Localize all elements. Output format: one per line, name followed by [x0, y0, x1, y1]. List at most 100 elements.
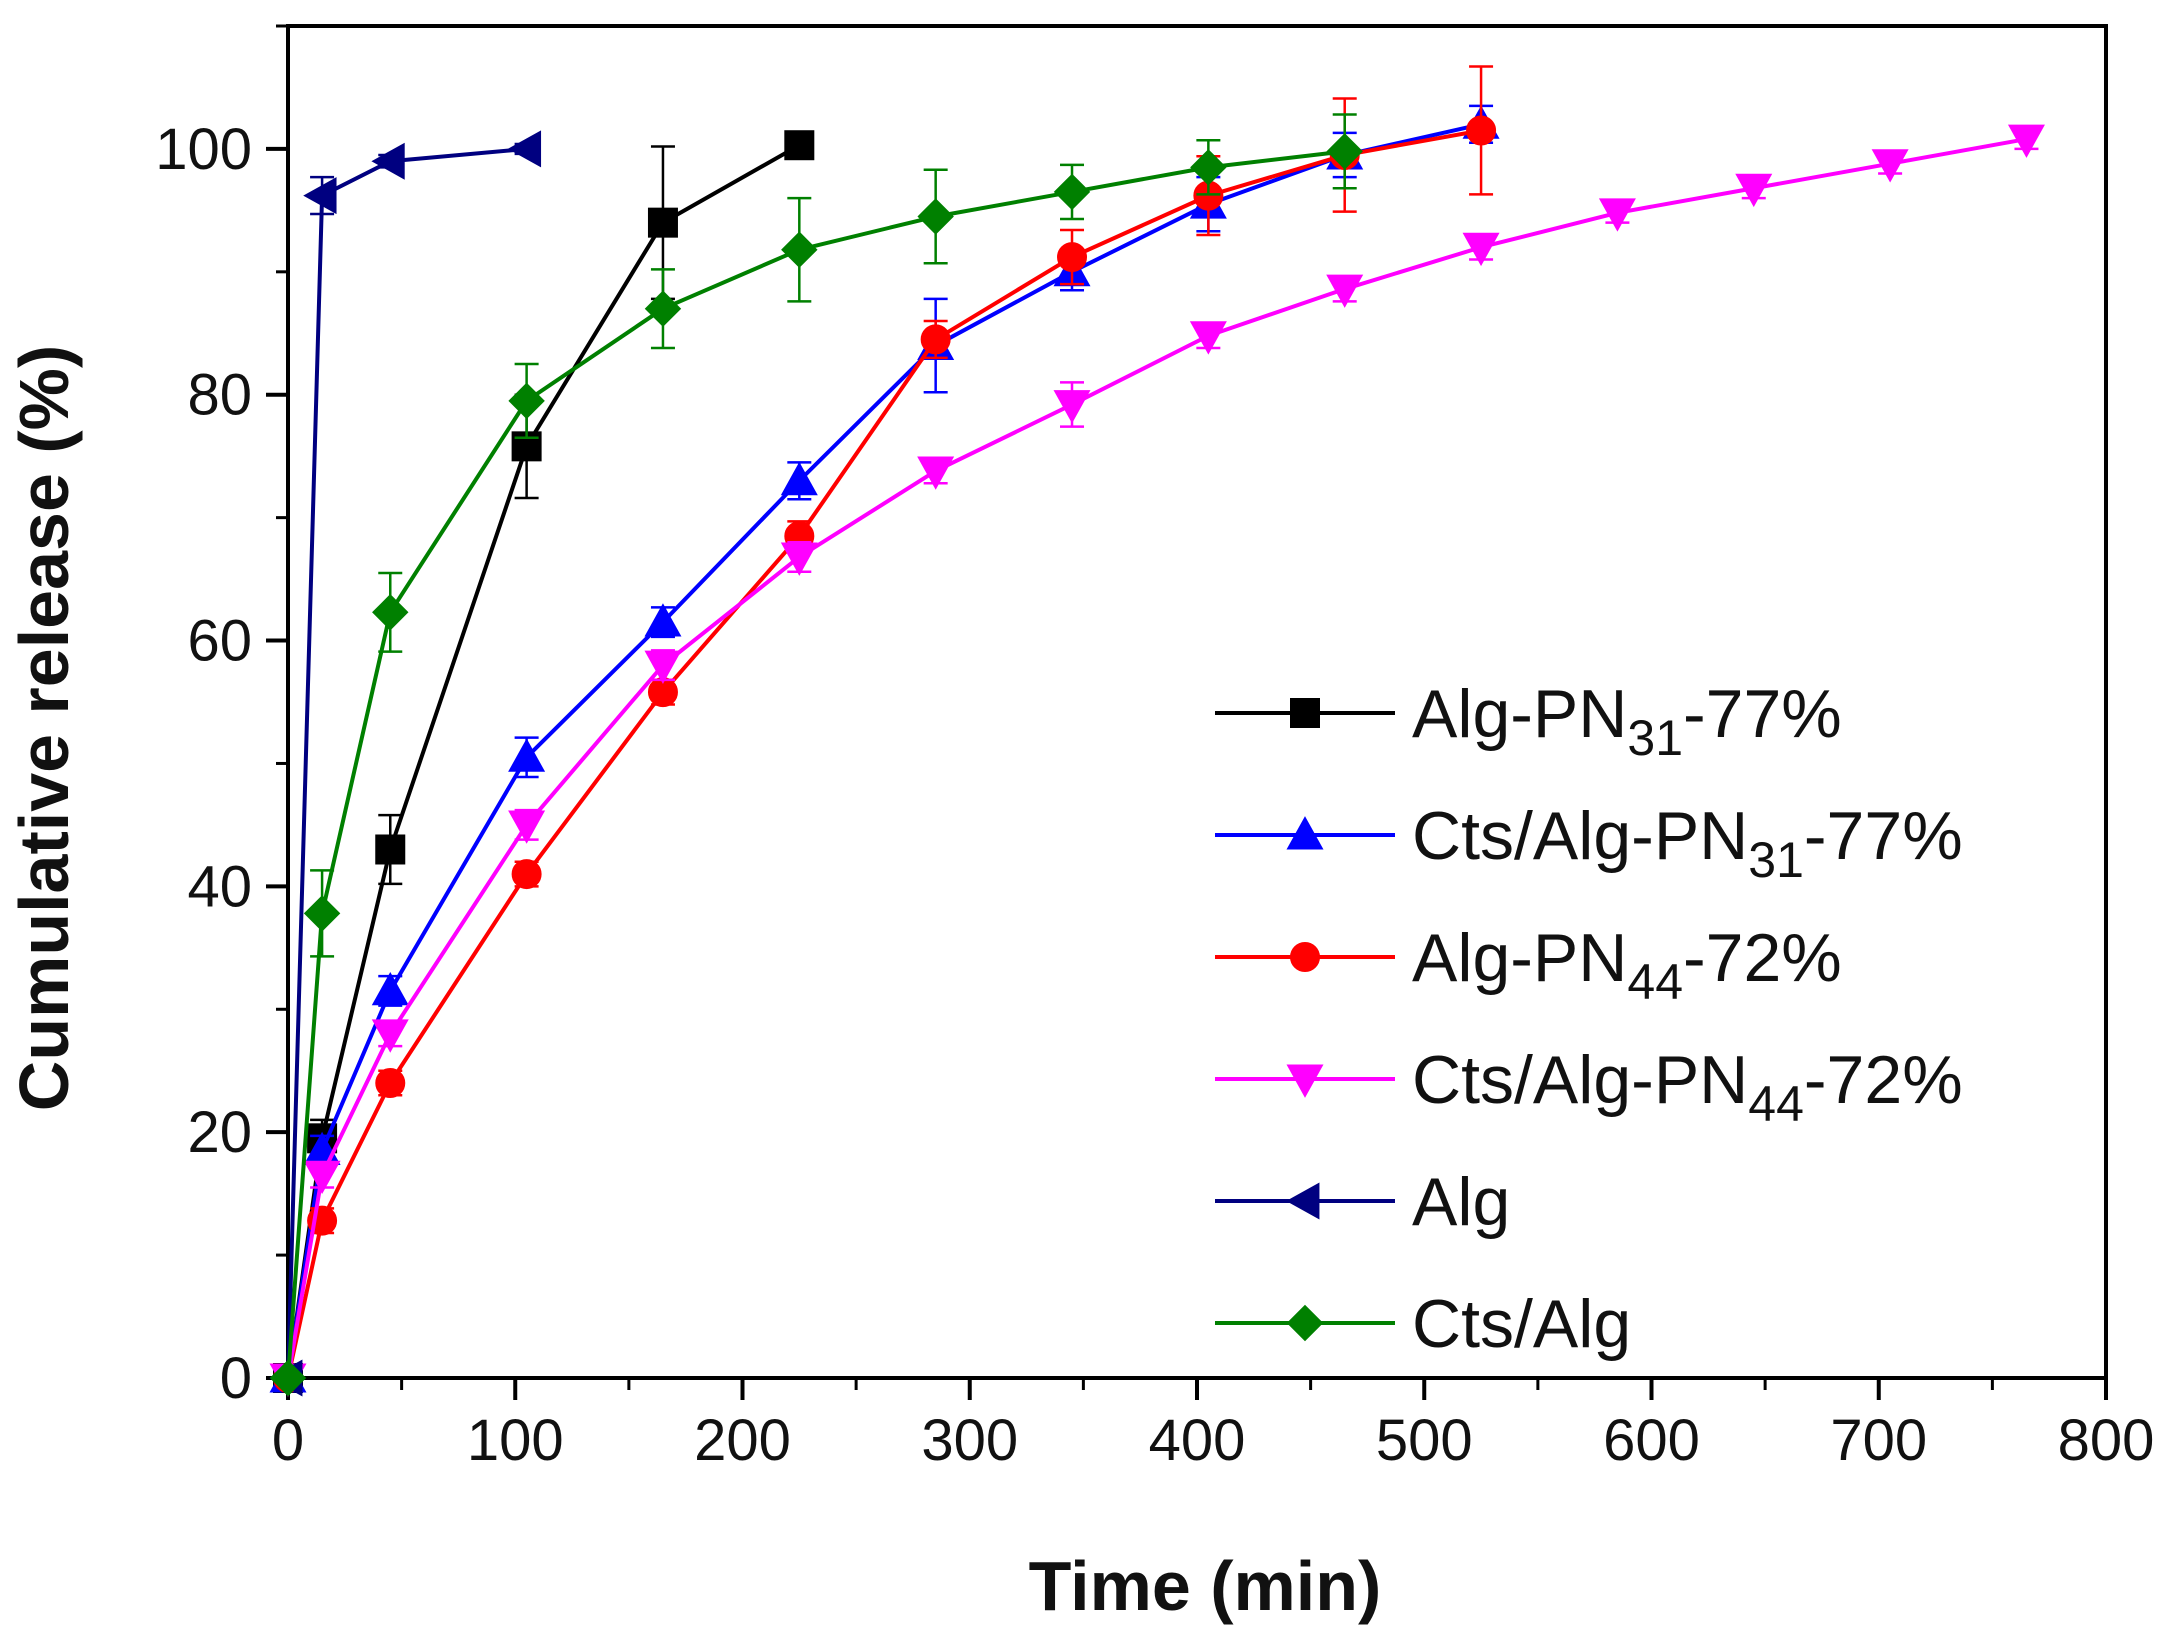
series-3 — [269, 124, 2045, 1397]
legend-label-subscript: 31 — [1748, 832, 1804, 888]
data-point — [1598, 198, 1636, 232]
legend-label: Cts/Alg — [1412, 1286, 1631, 1362]
data-point — [1466, 115, 1497, 146]
x-tick-label: 300 — [921, 1408, 1018, 1473]
legend-label-main: Alg-PN — [1412, 920, 1627, 996]
data-point — [2007, 124, 2045, 158]
legend-label-suffix: -77% — [1683, 676, 1842, 752]
x-tick-label: 600 — [1603, 1408, 1700, 1473]
x-axis-title: Time (min) — [1029, 1547, 1382, 1625]
x-tick-label: 700 — [1830, 1408, 1927, 1473]
data-point — [644, 603, 682, 637]
legend-label-suffix: -72% — [1683, 920, 1842, 996]
error-bars — [310, 127, 2039, 1189]
legend-label-suffix: -77% — [1804, 798, 1963, 874]
error-bars — [310, 65, 1494, 1235]
y-tick-label: 100 — [155, 117, 252, 182]
legend-label-subscript: 44 — [1748, 1076, 1804, 1132]
data-point — [303, 177, 337, 215]
legend-label-main: Cts/Alg — [1412, 1286, 1631, 1362]
series-line — [286, 143, 801, 1379]
data-point — [371, 971, 409, 1006]
data-point — [1053, 390, 1091, 424]
legend-item: Alg-PN44-72% — [1215, 920, 1842, 1010]
legend-marker — [1286, 816, 1324, 850]
data-point — [1190, 149, 1227, 186]
data-point — [1053, 173, 1091, 211]
legend-marker — [1286, 1064, 1324, 1098]
data-point — [507, 130, 542, 168]
data-point — [647, 207, 678, 238]
y-tick-label: 20 — [187, 1100, 252, 1165]
series-line — [286, 122, 1482, 1379]
data-point — [508, 738, 546, 772]
legend-label-subscript: 31 — [1627, 710, 1683, 766]
data-point — [1871, 149, 1909, 183]
x-tick-label: 100 — [467, 1408, 564, 1473]
series-group — [269, 65, 2045, 1397]
x-tick-label: 200 — [694, 1408, 791, 1473]
data-point — [372, 594, 409, 631]
data-point — [375, 1068, 406, 1099]
legend: Alg-PN31-77%Cts/Alg-PN31-77%Alg-PN44-72%… — [1215, 676, 1963, 1362]
legend-item: Cts/Alg-PN44-72% — [1215, 1042, 1963, 1132]
series-5 — [269, 113, 1363, 1397]
series-line — [286, 128, 1482, 1379]
legend-label: Alg-PN44-72% — [1412, 920, 1842, 1010]
legend-marker — [1290, 942, 1320, 972]
data-point — [1326, 133, 1363, 170]
legend-label-main: Alg — [1412, 1164, 1510, 1240]
data-point — [1057, 242, 1088, 273]
data-point — [1189, 321, 1227, 355]
data-point — [508, 382, 545, 420]
axes: 0 100 200 300 400 500 600 700 800 0 20 40 60 80 100 — [155, 24, 2155, 1473]
legend-item: Alg-PN31-77% — [1215, 676, 1842, 766]
data-point — [1735, 173, 1773, 208]
data-point — [917, 456, 955, 490]
data-point — [784, 130, 815, 161]
x-tick-label: 400 — [1149, 1408, 1246, 1473]
legend-label: Alg — [1412, 1164, 1510, 1240]
legend-item: Alg — [1215, 1164, 1510, 1240]
data-point — [508, 810, 546, 844]
x-tick-label: 0 — [272, 1408, 304, 1473]
data-point — [375, 834, 406, 865]
data-point — [303, 1160, 341, 1195]
error-bars — [310, 104, 1494, 1167]
data-point — [1326, 274, 1364, 308]
legend-label: Alg-PN31-77% — [1412, 676, 1842, 766]
data-point — [1462, 232, 1500, 267]
legend-item: Cts/Alg-PN31-77% — [1215, 798, 1963, 888]
data-point — [781, 231, 818, 268]
legend-marker — [1286, 1304, 1324, 1342]
error-bars — [310, 142, 539, 216]
data-point — [917, 198, 954, 235]
y-tick-label: 0 — [220, 1346, 252, 1411]
data-point — [511, 859, 542, 890]
data-point — [269, 1359, 307, 1397]
legend-label: Cts/Alg-PN31-77% — [1412, 798, 1963, 888]
legend-marker — [1290, 698, 1320, 728]
y-tick-label: 40 — [187, 854, 252, 919]
data-point — [644, 650, 682, 684]
legend-label-main: Cts/Alg-PN — [1412, 1042, 1748, 1118]
legend-label-main: Cts/Alg-PN — [1412, 798, 1748, 874]
legend-label-suffix: -72% — [1804, 1042, 1963, 1118]
legend-item: Cts/Alg — [1215, 1286, 1631, 1362]
series-line — [286, 149, 1345, 1379]
legend-marker — [1286, 1182, 1320, 1220]
data-point — [303, 895, 341, 932]
y-tick-label: 80 — [187, 363, 252, 428]
data-point — [780, 542, 818, 576]
x-tick-label: 800 — [2058, 1408, 2155, 1473]
data-point — [780, 461, 818, 496]
legend-label-main: Alg-PN — [1412, 676, 1627, 752]
legend-label: Cts/Alg-PN44-72% — [1412, 1042, 1963, 1132]
data-point — [920, 324, 951, 355]
data-point — [371, 142, 405, 180]
series-line — [286, 146, 527, 1379]
y-axis-title: Cumulative release (%) — [5, 345, 83, 1111]
error-bars — [310, 145, 675, 1159]
x-tick-label: 500 — [1376, 1408, 1473, 1473]
